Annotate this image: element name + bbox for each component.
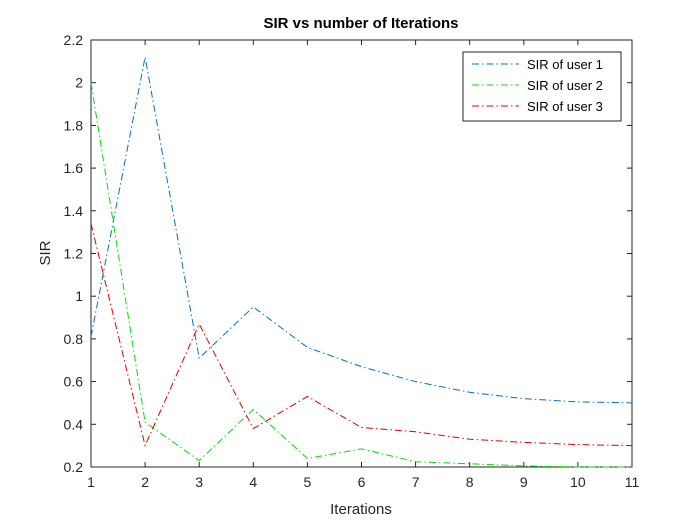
y-tick-label: 0.2 [64,459,84,475]
legend-label-user-2: SIR of user 2 [527,78,603,93]
y-tick-label: 1.4 [64,203,84,219]
y-tick-label: 0.8 [64,331,84,347]
legend-label-user-1: SIR of user 1 [527,57,603,72]
x-tick-label: 6 [358,474,366,490]
y-tick-label: 0.6 [64,374,84,390]
series-line-user-3 [90,223,633,448]
y-tick-label: 1 [75,288,83,304]
x-tick-label: 4 [249,474,257,490]
series-line-user-1 [90,57,633,404]
y-tick-label: 1.6 [64,160,84,176]
y-tick-label: 2 [75,75,83,91]
x-tick-label: 10 [570,474,586,490]
x-axis-label: Iterations [330,501,392,518]
axis-ticks: 1 2 3 4 5 6 7 8 9 10 11 0.2 0.4 0.6 0.8 1 1.2 1.4 1.6 1.8 2 2… [64,32,640,490]
y-tick-label: 1.8 [64,117,84,133]
chart-title: SIR vs number of Iterations [263,15,458,32]
y-tick-label: 1.2 [64,246,84,262]
series-line-user-2 [90,82,632,468]
y-axis-label: SIR [37,240,54,265]
legend: SIR of user 1 SIR of user 2 SIR of user 3 [462,51,622,122]
y-tick-label: 2.2 [64,32,84,48]
x-tick-label: 1 [87,474,95,490]
y-tick-label: 0.4 [64,416,84,432]
x-tick-label: 3 [195,474,203,490]
x-tick-label: 2 [141,474,149,490]
x-tick-label: 5 [304,474,312,490]
x-tick-label: 9 [520,474,528,490]
legend-label-user-3: SIR of user 3 [527,99,603,114]
x-tick-label: 11 [625,474,640,490]
x-tick-label: 7 [412,474,420,490]
series-lines [90,57,633,468]
x-tick-label: 8 [466,474,474,490]
